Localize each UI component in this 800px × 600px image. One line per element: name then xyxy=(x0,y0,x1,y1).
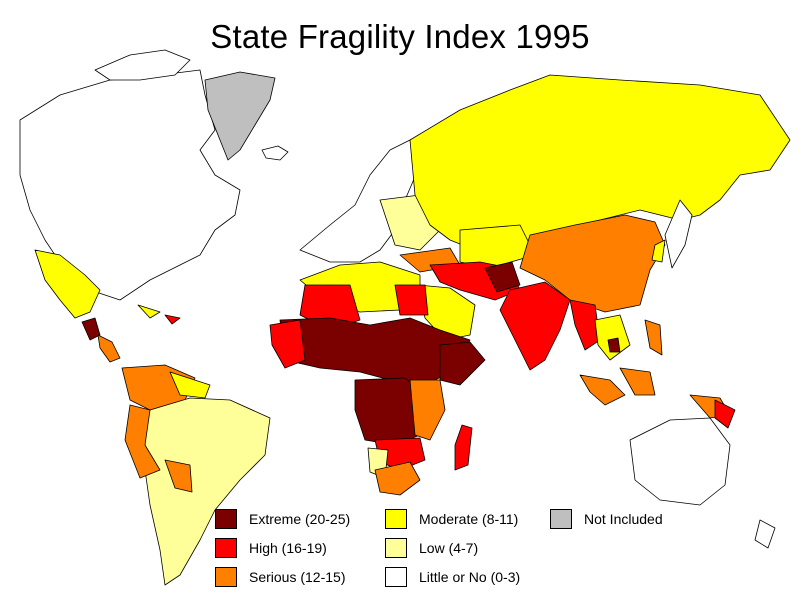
region-indonesia xyxy=(579,374,626,406)
legend-label-serious: Serious (12-15) xyxy=(249,569,346,585)
region-japan xyxy=(664,199,693,269)
region-arctic-islands xyxy=(94,49,191,81)
region-north-korea xyxy=(651,239,666,263)
legend-swatch-serious xyxy=(215,567,237,587)
legend-item-high: High (16-19) xyxy=(215,536,327,560)
legend-swatch-not-included xyxy=(550,509,572,529)
legend-label-not-included: Not Included xyxy=(584,511,663,527)
legend-label-low: Low (4-7) xyxy=(419,540,479,556)
legend-swatch-little-or-no xyxy=(385,567,407,587)
legend-swatch-moderate xyxy=(385,509,407,529)
region-greenland xyxy=(204,71,276,161)
region-australia xyxy=(629,417,731,506)
region-madagascar xyxy=(454,424,473,471)
region-west-africa xyxy=(269,319,306,369)
legend-label-moderate: Moderate (8-11) xyxy=(419,511,519,527)
legend-item-moderate: Moderate (8-11) xyxy=(385,507,518,531)
region-india xyxy=(499,281,571,371)
region-arabia xyxy=(417,284,476,341)
legend-swatch-high xyxy=(215,538,237,558)
legend-item-extreme: Extreme (20-25) xyxy=(215,507,350,531)
region-paraguay-bolivia xyxy=(164,459,193,493)
region-mexico xyxy=(34,249,101,319)
region-haiti xyxy=(164,314,181,325)
region-south-africa xyxy=(374,461,421,496)
region-peru xyxy=(124,404,161,479)
region-south-america xyxy=(139,397,271,586)
legend-item-low: Low (4-7) xyxy=(385,536,478,560)
region-indonesia-east xyxy=(619,367,656,396)
region-central-america-serious xyxy=(97,334,121,363)
legend-item-not-included: Not Included xyxy=(550,507,663,531)
region-kazakhstan xyxy=(459,224,536,269)
legend-swatch-low xyxy=(385,538,407,558)
region-png xyxy=(714,399,736,429)
legend-label-high: High (16-19) xyxy=(249,540,327,556)
region-guianas xyxy=(169,371,211,399)
legend-item-little-or-no: Little or No (0-3) xyxy=(385,565,520,589)
legend-item-serious: Serious (12-15) xyxy=(215,565,346,589)
region-central-america xyxy=(81,317,101,341)
region-china xyxy=(519,214,666,313)
region-horn-africa xyxy=(439,341,486,386)
legend-swatch-extreme xyxy=(215,509,237,529)
region-iceland xyxy=(261,145,289,161)
legend-label-little-or-no: Little or No (0-3) xyxy=(419,569,521,585)
region-egypt xyxy=(394,284,429,316)
region-east-africa xyxy=(409,379,446,441)
region-myanmar xyxy=(569,299,601,351)
region-philippines xyxy=(644,319,663,356)
legend-label-extreme: Extreme (20-25) xyxy=(249,511,351,527)
map-title: State Fragility Index 1995 xyxy=(210,18,590,55)
region-southeast-asia xyxy=(594,314,631,361)
region-caribbean xyxy=(137,304,161,319)
region-new-zealand xyxy=(754,519,776,549)
region-afghanistan xyxy=(484,261,521,293)
region-cambodia xyxy=(607,337,621,353)
